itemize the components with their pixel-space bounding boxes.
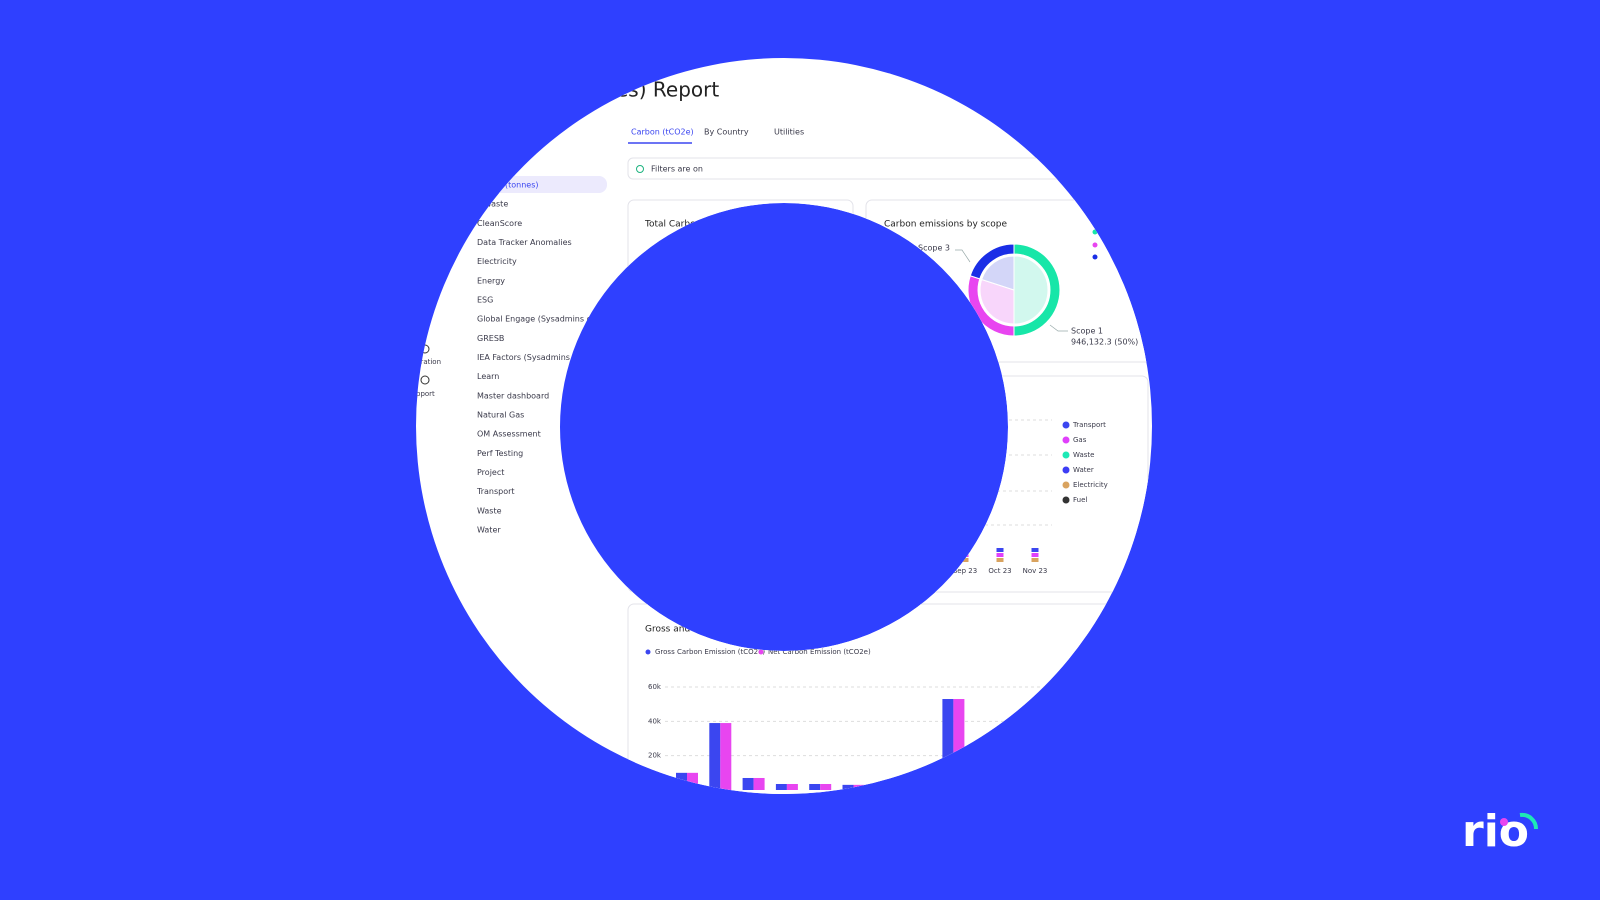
bar-segment xyxy=(961,558,969,562)
tab[interactable]: Carbon (tCO2e) xyxy=(631,128,694,137)
bar-segment xyxy=(996,553,1004,557)
sidebar-item[interactable]: OM Assessment xyxy=(477,430,541,439)
y-tick-label: 60k xyxy=(648,683,662,691)
y-tick-label: 40k xyxy=(648,717,662,725)
sidebar-item[interactable]: Electricity xyxy=(477,257,517,266)
legend-dot xyxy=(1092,254,1098,260)
bar xyxy=(786,783,798,790)
sidebar-item[interactable]: Waste xyxy=(477,506,502,515)
sidebar-item[interactable]: s Waste xyxy=(477,200,508,209)
nav-item[interactable]: pport xyxy=(416,390,435,398)
donut-segment xyxy=(969,243,1015,280)
sidebar-item[interactable]: ESG xyxy=(477,296,493,305)
legend-dot xyxy=(1062,481,1070,489)
x-tick-label: Oct 23 xyxy=(988,567,1011,575)
legend-label: Waste xyxy=(1073,451,1094,459)
logo: rio xyxy=(1462,806,1529,857)
legend-label: Electricity xyxy=(1073,481,1108,489)
legend-label: Gross Carbon Emission (tCO2e) xyxy=(655,648,765,656)
sidebar-item[interactable]: Master dashboard xyxy=(477,391,549,400)
tab[interactable]: Utilities xyxy=(774,128,804,137)
legend-dot xyxy=(1062,496,1070,504)
sidebar-item[interactable]: Energy xyxy=(477,276,505,285)
leader-line xyxy=(1049,324,1068,332)
legend-label: Net Carbon Emission (tCO2e) xyxy=(768,648,871,656)
legend-label: Gas xyxy=(1073,436,1087,444)
logo-arc xyxy=(1519,812,1539,830)
bar-segment xyxy=(996,548,1004,552)
bar-segment xyxy=(1031,558,1039,562)
pie-segment xyxy=(979,278,1015,325)
bar xyxy=(820,783,832,790)
bar xyxy=(687,772,698,790)
legend-dot xyxy=(1062,451,1070,459)
pie-label: Scope 3 xyxy=(918,244,950,253)
sidebar-item[interactable]: (tonnes) xyxy=(505,181,539,190)
legend-dot xyxy=(758,649,764,655)
bar-segment xyxy=(1031,548,1039,552)
sidebar-item[interactable]: Project xyxy=(477,468,504,477)
bar xyxy=(753,777,765,790)
bar xyxy=(842,784,854,790)
sidebar-item[interactable]: Global Engage (Sysadmins only) xyxy=(477,315,607,324)
sidebar-item[interactable]: Data Tracker Anomalies xyxy=(477,238,572,247)
sidebar-item[interactable]: IEA Factors (Sysadmins only) xyxy=(477,353,593,362)
legend-label: Transport xyxy=(1072,421,1106,429)
legend-label: Fuel xyxy=(1073,496,1087,504)
bar xyxy=(742,777,754,790)
bar-segment xyxy=(1031,553,1039,557)
sidebar-item[interactable]: Perf Testing xyxy=(477,449,523,458)
logo-dot xyxy=(1500,818,1508,826)
sidebar-item[interactable]: Natural Gas xyxy=(477,411,524,420)
card-title: Gross and Net xyxy=(645,625,709,635)
sidebar-item[interactable]: Transport xyxy=(476,487,515,496)
bar xyxy=(709,723,721,790)
bar xyxy=(953,699,965,790)
legend-label: Water xyxy=(1073,466,1094,474)
pie-segment xyxy=(981,255,1015,291)
pie-label: 946,132.3 (50%) xyxy=(1071,338,1138,347)
legend-dot xyxy=(1092,242,1098,248)
bar-segment xyxy=(996,558,1004,562)
bar xyxy=(809,783,821,790)
leader-line xyxy=(955,249,971,263)
pie-segment xyxy=(1013,255,1049,325)
sidebar-item[interactable]: GRESB xyxy=(477,334,504,343)
check-icon xyxy=(636,165,644,173)
support-icon xyxy=(420,375,430,385)
bar xyxy=(775,783,787,790)
pie-label: Scope 1 xyxy=(1071,327,1103,336)
card-title: Total Carbon xyxy=(644,220,701,230)
sidebar-item[interactable]: Learn xyxy=(477,372,499,381)
tab[interactable]: By Country xyxy=(704,128,749,137)
bar xyxy=(720,723,732,790)
y-tick-label: 20k xyxy=(648,752,662,760)
legend-dot xyxy=(1062,466,1070,474)
x-tick-label: Sep 23 xyxy=(953,567,977,575)
bar xyxy=(942,699,954,790)
nav-item[interactable]: uration xyxy=(416,358,441,366)
sidebar-item[interactable]: Water xyxy=(477,526,501,535)
filter-text: Filters are on xyxy=(651,165,703,174)
card-title: Carbon emissions by scope xyxy=(884,220,1007,230)
x-tick-label: Nov 23 xyxy=(1023,567,1048,575)
grid xyxy=(985,419,1052,526)
legend-dot xyxy=(1062,421,1070,429)
sidebar-item[interactable]: CleanScore xyxy=(477,219,522,228)
legend-dot xyxy=(1062,436,1070,444)
legend-dot xyxy=(645,649,651,655)
